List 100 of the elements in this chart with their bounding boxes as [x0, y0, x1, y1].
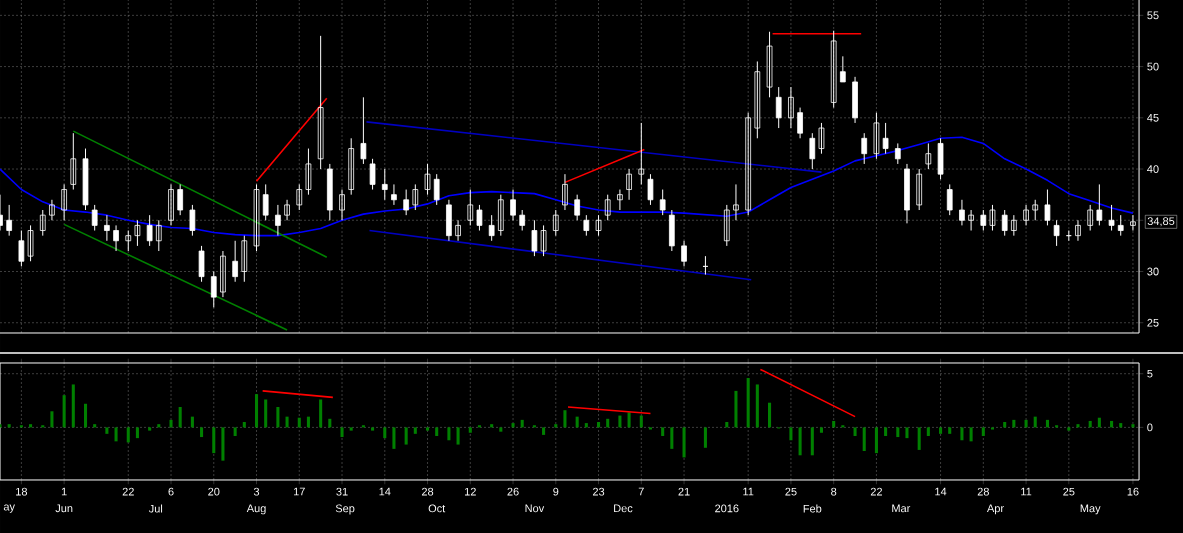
x-tick-label: 16: [1127, 487, 1139, 496]
bar: [221, 427, 225, 461]
bar: [447, 427, 451, 441]
bar: [810, 427, 814, 456]
bar: [926, 427, 930, 436]
x-tick-label: 12: [465, 487, 476, 496]
candlestick: [754, 60, 761, 139]
candlestick: [797, 107, 803, 139]
candlestick: [177, 183, 184, 216]
candlestick: [604, 194, 611, 221]
bar: [383, 427, 387, 439]
candlestick: [381, 168, 388, 201]
bar: [768, 402, 772, 428]
bar: [563, 410, 567, 428]
bar: [349, 427, 353, 431]
bar: [960, 427, 964, 441]
candlestick: [412, 183, 419, 211]
candlestick: [959, 199, 965, 226]
candlestick: [659, 189, 666, 216]
bar: [242, 422, 246, 428]
bar: [853, 427, 857, 436]
candlestick: [745, 112, 752, 216]
bar: [340, 427, 344, 438]
bar: [392, 427, 396, 449]
bar: [135, 427, 139, 439]
y-tick-label: 30: [1147, 267, 1159, 276]
x2-tick-label: Apr: [986, 504, 1004, 515]
bar: [499, 427, 503, 432]
x-tick-label: 18: [16, 487, 28, 496]
candlestick: [830, 30, 837, 109]
candlestick: [531, 219, 538, 257]
candlestick: [232, 240, 238, 283]
bar: [542, 427, 546, 435]
candlestick: [18, 230, 25, 267]
bar: [896, 427, 900, 438]
x-tick-label: 21: [678, 487, 690, 496]
candlestick: [861, 132, 868, 165]
bar: [661, 427, 665, 436]
candlestick: [39, 209, 46, 237]
x-tick-label: 20: [208, 487, 220, 496]
bar: [169, 419, 173, 428]
bar: [1033, 416, 1037, 428]
candlestick: [1108, 204, 1115, 232]
candlestick: [6, 204, 13, 237]
bar: [905, 427, 909, 439]
bar: [725, 422, 729, 428]
bar: [190, 416, 194, 428]
bar: [29, 424, 33, 428]
x-tick-label: 6: [168, 487, 174, 496]
bar: [306, 416, 310, 428]
x2-tick-label: ay: [3, 504, 15, 513]
x2-tick-label: Nov: [525, 504, 545, 513]
candlestick: [275, 204, 281, 237]
candlestick: [723, 204, 730, 247]
x2-tick-label: Feb: [803, 504, 822, 513]
bar: [285, 416, 289, 428]
bar: [682, 427, 686, 458]
y-tick-label: 40: [1147, 165, 1159, 173]
candlestick: [583, 214, 590, 237]
bar: [511, 423, 515, 428]
candlestick: [433, 173, 440, 206]
candlestick: [348, 137, 355, 196]
candlestick: [1117, 214, 1124, 237]
bar: [1076, 424, 1080, 428]
candlestick: [916, 168, 923, 211]
candlestick: [49, 199, 55, 221]
bar: [789, 427, 793, 441]
candlestick: [113, 224, 119, 252]
bar: [648, 427, 652, 430]
bar: [0, 424, 2, 428]
bar: [584, 423, 588, 428]
candlestick: [488, 214, 495, 242]
bar: [426, 427, 430, 431]
candlestick: [552, 209, 559, 237]
candlestick: [595, 214, 602, 237]
bar: [618, 415, 622, 428]
bar: [1088, 420, 1092, 428]
bar: [83, 403, 88, 428]
candlestick: [284, 199, 290, 221]
bar: [1045, 419, 1049, 428]
candlestick: [27, 224, 34, 262]
x-tick-label: 11: [743, 487, 754, 496]
x2-tick-label: Dec: [614, 504, 633, 513]
candlestick: [1053, 219, 1060, 247]
candlestick: [766, 31, 773, 98]
x2-tick-label: Mar: [892, 504, 911, 513]
x-tick-label: 28: [421, 487, 434, 496]
candlestick: [980, 209, 987, 232]
candlestick: [925, 142, 932, 170]
candlestick: [369, 158, 376, 191]
candlestick: [540, 224, 547, 257]
bar: [981, 427, 985, 436]
bar: [969, 427, 973, 442]
bar: [178, 406, 182, 428]
candlestick: [519, 209, 526, 232]
bar: [554, 424, 558, 428]
x-tick-label: 22: [122, 487, 134, 496]
y-tick-label: 0: [1147, 423, 1153, 432]
candlestick: [1087, 204, 1094, 232]
bar: [93, 424, 97, 428]
